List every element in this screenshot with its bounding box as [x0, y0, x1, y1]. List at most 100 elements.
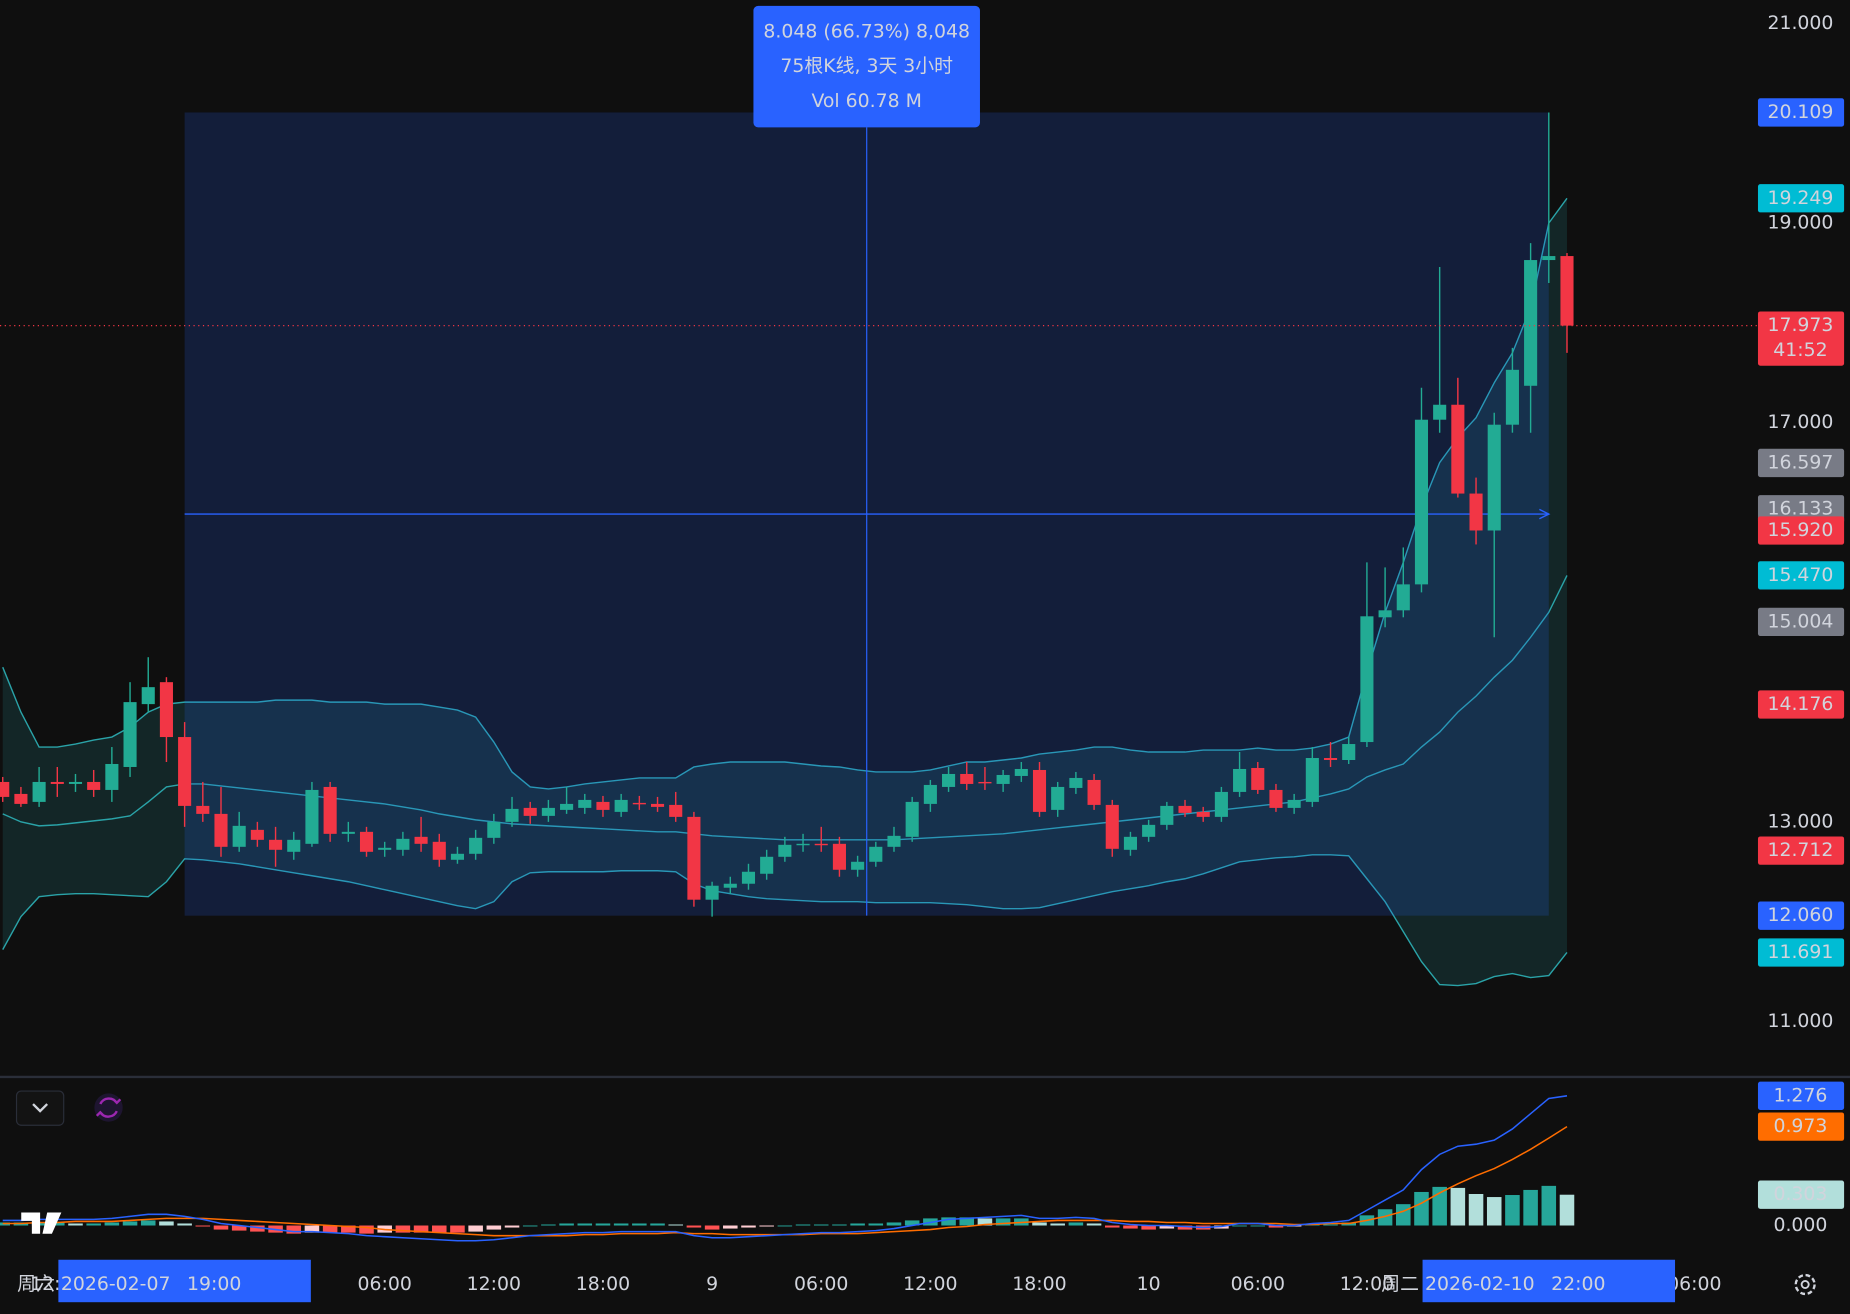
candle-body: [450, 853, 465, 860]
logo: [21, 1212, 62, 1234]
histogram-bar: [104, 1222, 120, 1226]
refresh-icon[interactable]: [95, 1097, 122, 1118]
price-marker-label: 16.597: [1767, 451, 1833, 473]
candle-body: [614, 799, 628, 812]
button-frame[interactable]: [15, 1090, 65, 1126]
candle-body: [50, 781, 64, 784]
candle-body: [723, 883, 737, 888]
histogram-bar: [1414, 1191, 1429, 1226]
histogram-bar: [995, 1218, 1011, 1226]
candle-body: [687, 816, 701, 900]
histogram-bar: [541, 1224, 556, 1226]
candle-body: [159, 682, 173, 738]
x-tick-label: 06:00: [1667, 1273, 1721, 1295]
candle-body: [432, 841, 446, 860]
histogram-bar: [286, 1225, 302, 1234]
histogram-bar: [322, 1225, 338, 1233]
gear-icon[interactable]: [1794, 1273, 1816, 1296]
candle-body: [1560, 256, 1574, 326]
histogram-bar: [413, 1225, 429, 1233]
histogram-bar: [1177, 1225, 1193, 1230]
candle-body: [1469, 493, 1483, 531]
x-tick-label: 12:00: [467, 1273, 521, 1295]
candle-body: [1305, 758, 1319, 802]
histogram-bar: [1559, 1194, 1575, 1226]
histogram-bar: [886, 1222, 902, 1226]
candle-body: [1360, 616, 1374, 743]
candle-body: [1505, 369, 1519, 425]
candle-body: [287, 839, 301, 852]
measure-label-text: Vol 60.78 M: [811, 90, 921, 112]
macd-line: [2, 1095, 1568, 1242]
x-highlight-time: 19:00: [187, 1273, 241, 1295]
histogram-bar: [1396, 1204, 1411, 1226]
candle-body: [869, 846, 883, 862]
histogram-bar: [1468, 1194, 1484, 1226]
candle-body: [1142, 824, 1156, 837]
candle-body: [269, 839, 283, 850]
price-marker: [1757, 1180, 1845, 1209]
candle-body: [396, 838, 410, 850]
histogram-bar: [1486, 1197, 1502, 1226]
histogram-bar: [341, 1225, 356, 1233]
x-highlight-time: 22:00: [1551, 1273, 1605, 1295]
candle-body: [1414, 419, 1429, 585]
candle-body: [669, 804, 683, 817]
candle-body: [796, 843, 810, 846]
histogram-bar: [813, 1224, 829, 1226]
candle-body: [414, 836, 428, 844]
candle-body: [705, 885, 719, 900]
candle-body: [978, 781, 992, 784]
candle-body: [1233, 768, 1247, 792]
candle-body: [1051, 786, 1065, 810]
gear-hub[interactable]: [1800, 1280, 1810, 1289]
x-tick-label: 12:00: [1340, 1273, 1394, 1295]
measure-label-box: [753, 5, 980, 128]
candle-body: [105, 763, 119, 790]
candle-body: [905, 801, 919, 837]
band-fill: [2, 198, 1567, 986]
price-marker: [1757, 495, 1845, 524]
candle-body: [1433, 404, 1447, 420]
candle-body: [1032, 769, 1047, 812]
price-marker-label: 15.004: [1767, 610, 1833, 632]
candle-body: [359, 831, 374, 852]
candle-body: [1269, 789, 1283, 808]
x-tick-label: 9: [706, 1273, 718, 1295]
histogram-bar: [1268, 1225, 1284, 1228]
histogram-bar: [1141, 1225, 1156, 1230]
histogram-bar: [941, 1217, 956, 1226]
price-marker-label: 15.920: [1767, 519, 1833, 541]
settings-button[interactable]: [1794, 1273, 1816, 1296]
histogram-bar: [1123, 1225, 1138, 1229]
histogram-bar: [759, 1225, 774, 1227]
candle-body: [560, 803, 574, 810]
candle-body: [942, 773, 956, 787]
y-tick-label: 11.000: [1767, 1010, 1833, 1032]
price-marker-label: 14.176: [1767, 693, 1833, 715]
candle-body: [1196, 811, 1210, 817]
candle-body: [178, 737, 192, 806]
candle-body: [1123, 836, 1137, 850]
histogram-bar: [140, 1220, 156, 1226]
candle-body: [305, 789, 319, 844]
price-marker: [1757, 561, 1845, 590]
histogram-bar: [977, 1218, 993, 1226]
candle-body: [323, 786, 337, 834]
histogram-bar: [522, 1225, 538, 1227]
chevron-icon[interactable]: [32, 1103, 49, 1113]
candle-body: [196, 805, 210, 814]
collapse-button[interactable]: [15, 1090, 65, 1126]
histogram-bar: [1541, 1185, 1557, 1226]
price-marker: [1757, 938, 1845, 967]
histogram-bar: [231, 1225, 247, 1231]
refresh-button[interactable]: [94, 1093, 123, 1122]
candle-body: [32, 781, 46, 802]
overlay-layer: 8.048 (66.73%) 8,048 75根K线, 3天 3小时 Vol 60.…: [17, 5, 1845, 1303]
price-marker: [1757, 607, 1845, 637]
candle-body: [1069, 777, 1083, 788]
candle-body: [1105, 804, 1119, 849]
price-marker-label: 1.276: [1773, 1084, 1827, 1106]
candle-body: [1396, 584, 1410, 611]
